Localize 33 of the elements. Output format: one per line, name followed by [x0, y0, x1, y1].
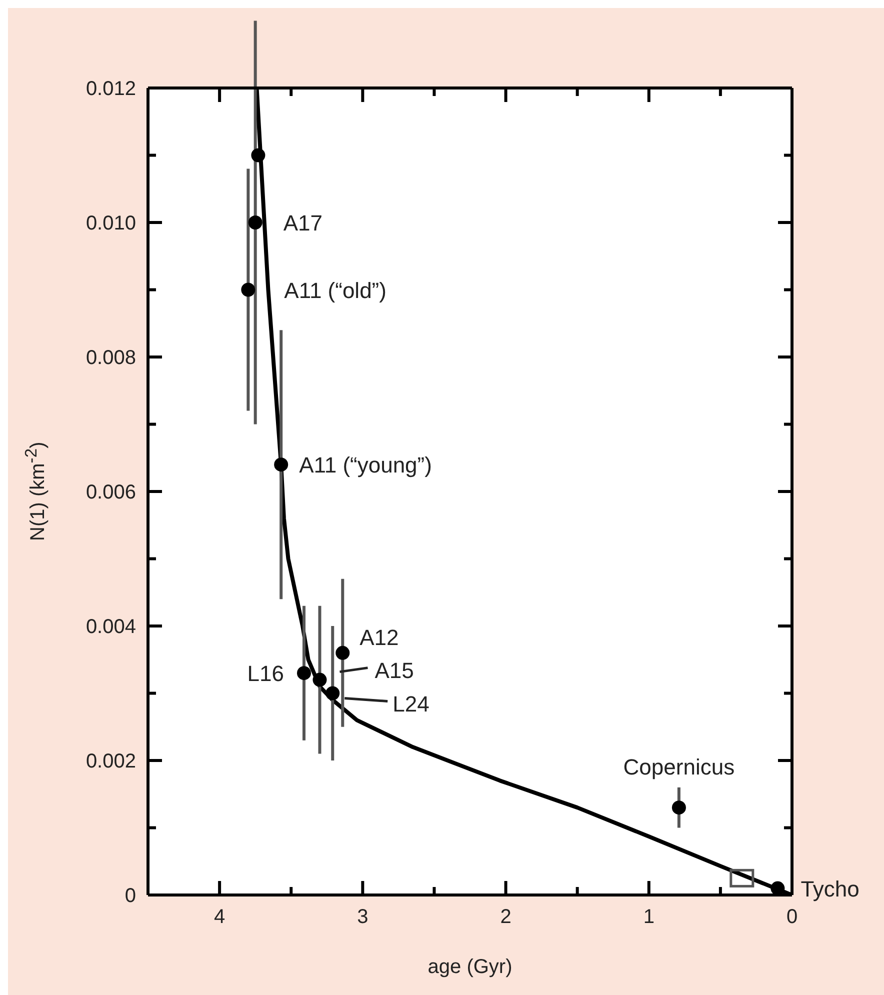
x-tick-label: 4: [214, 906, 226, 928]
point: [326, 686, 340, 700]
x-tick-label: 1: [643, 906, 654, 928]
y-tick-label: 0.012: [86, 78, 136, 100]
point: [296, 666, 311, 680]
x-axis-title: age (Gyr): [428, 956, 512, 978]
annotation: A17: [283, 210, 322, 236]
annotation: L16: [247, 661, 284, 686]
point: [251, 148, 266, 162]
annotation: Copernicus: [623, 754, 735, 780]
y-tick-label: 0.008: [86, 347, 136, 369]
annotation: A15: [374, 658, 414, 683]
point: [770, 881, 785, 895]
point: [274, 458, 288, 472]
annotation: A11 (“young”): [299, 452, 432, 478]
y-tick-label: 0.002: [86, 750, 136, 772]
point: [248, 216, 262, 230]
annotation: A11 (“old”): [284, 278, 386, 303]
y-tick-label: 0.004: [86, 616, 136, 638]
x-tick-label: 0: [786, 906, 798, 928]
point: [672, 800, 686, 815]
point: [730, 868, 754, 888]
annotation: A12: [360, 624, 399, 650]
annotation: Tycho: [800, 876, 860, 902]
x-tick-label: 2: [500, 906, 512, 928]
point: [241, 282, 256, 297]
y-tick-label: 0: [124, 885, 136, 907]
y-tick-label: 0.006: [86, 482, 136, 504]
y-tick-label: 0.010: [86, 212, 136, 234]
annotation: L24: [392, 691, 430, 716]
x-tick-label: 3: [357, 906, 368, 928]
point: [336, 646, 350, 660]
point: [312, 672, 327, 687]
